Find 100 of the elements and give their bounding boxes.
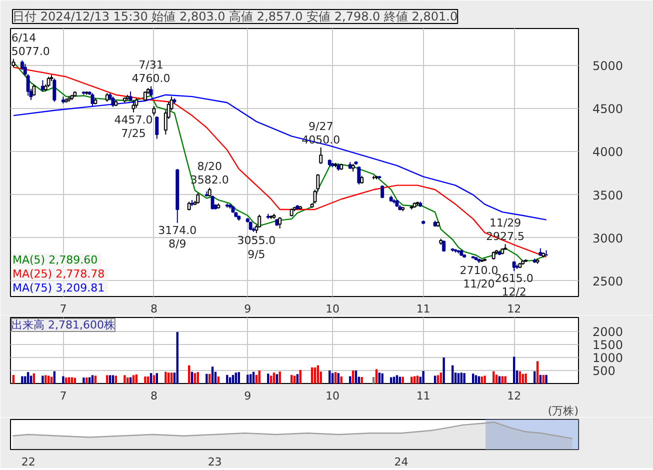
- bar: [44, 375, 47, 384]
- bar: [334, 372, 337, 384]
- bar: [62, 376, 64, 384]
- bar: [442, 358, 445, 384]
- bar: [314, 367, 316, 384]
- bar: [106, 375, 108, 384]
- bar: [545, 374, 548, 384]
- y-tick-label: 2000: [592, 325, 624, 340]
- bar: [196, 372, 199, 384]
- bar: [360, 377, 363, 384]
- bar: [396, 375, 398, 384]
- bar: [206, 374, 208, 384]
- x-tick-label: 8: [150, 302, 158, 316]
- bar: [135, 374, 138, 384]
- bar: [42, 376, 44, 384]
- candlestick: [357, 166, 361, 185]
- y-tick-label: 2500: [592, 274, 624, 288]
- bar: [21, 376, 24, 384]
- candlestick: [210, 195, 214, 210]
- bar: [349, 376, 352, 384]
- bar: [518, 371, 522, 384]
- bar: [354, 370, 358, 384]
- bar: [132, 375, 135, 384]
- bar: [290, 374, 293, 384]
- bar: [512, 356, 516, 384]
- bar: [337, 373, 340, 384]
- bar: [498, 376, 501, 384]
- candlestick: [90, 92, 94, 107]
- candlestick: [134, 98, 138, 108]
- x-tick-label: 11: [416, 390, 430, 402]
- bar: [457, 373, 460, 384]
- bar: [331, 373, 334, 384]
- bar: [480, 376, 483, 384]
- bar: [267, 374, 270, 384]
- bar: [47, 376, 50, 384]
- chart-title: 出来高 2,781,600株: [12, 318, 115, 332]
- candlestick: [46, 76, 50, 88]
- bar: [375, 369, 378, 384]
- y-tick-label: 4500: [592, 102, 624, 116]
- candlestick: [278, 216, 282, 229]
- bar: [340, 376, 342, 384]
- annotation: 6/14 5077.0: [11, 31, 50, 58]
- bar: [82, 378, 85, 384]
- candlestick: [128, 90, 132, 102]
- annotation: 3055.0 9/5: [237, 234, 276, 261]
- bar: [316, 365, 320, 384]
- candlestick: [512, 260, 516, 272]
- candlestick: [544, 250, 548, 256]
- chart-title: 日付 2024/12/13 15:30 始値 2,803.0 高値 2,857.0 安値 2,798.0 終値 2,801.0: [12, 10, 458, 24]
- bar: [276, 374, 278, 384]
- bar: [533, 371, 536, 384]
- bar: [147, 376, 150, 384]
- bar: [150, 373, 152, 384]
- bar: [176, 332, 178, 384]
- bar: [24, 376, 26, 384]
- bar: [472, 374, 474, 384]
- bar: [522, 374, 524, 384]
- bar: [504, 376, 506, 384]
- bar: [410, 376, 413, 384]
- candlestick: [111, 96, 115, 108]
- annotation: 3174.0 8/9: [158, 224, 197, 251]
- bar: [226, 374, 228, 384]
- bar: [108, 375, 112, 384]
- bar: [156, 373, 158, 384]
- candlestick: [143, 90, 147, 102]
- bar: [542, 374, 544, 384]
- bar: [126, 378, 129, 384]
- bar: [65, 378, 68, 384]
- x-tick-label: 9: [244, 390, 252, 402]
- bar: [436, 375, 440, 384]
- bar: [168, 372, 170, 384]
- x-tick-label: 24: [394, 456, 408, 468]
- candlestick: [149, 86, 153, 98]
- bar: [30, 376, 32, 384]
- bar: [434, 376, 436, 384]
- bar: [208, 374, 211, 384]
- text: (万株): [548, 404, 579, 418]
- x-tick-label: 23: [208, 456, 222, 468]
- bar: [463, 373, 466, 384]
- bar: [299, 370, 302, 384]
- bar: [372, 377, 375, 384]
- bar: [188, 365, 190, 384]
- y-tick-label: 5000: [592, 59, 624, 74]
- bar: [272, 372, 276, 384]
- bar: [152, 375, 156, 384]
- bar: [484, 376, 486, 384]
- annotation: 7/31 4760.0: [132, 58, 170, 86]
- bar: [86, 378, 88, 384]
- bar: [392, 376, 396, 384]
- bar: [255, 374, 258, 384]
- candlestick: [380, 184, 384, 199]
- bar: [278, 372, 281, 384]
- bar: [32, 373, 36, 384]
- bar: [524, 374, 527, 384]
- x-tick-label: 11: [416, 302, 430, 316]
- y-tick-label: 500: [592, 364, 616, 378]
- bar: [124, 375, 126, 384]
- bar: [328, 370, 331, 384]
- bar: [293, 376, 296, 384]
- annotation: 4457.0 7/25: [114, 113, 153, 140]
